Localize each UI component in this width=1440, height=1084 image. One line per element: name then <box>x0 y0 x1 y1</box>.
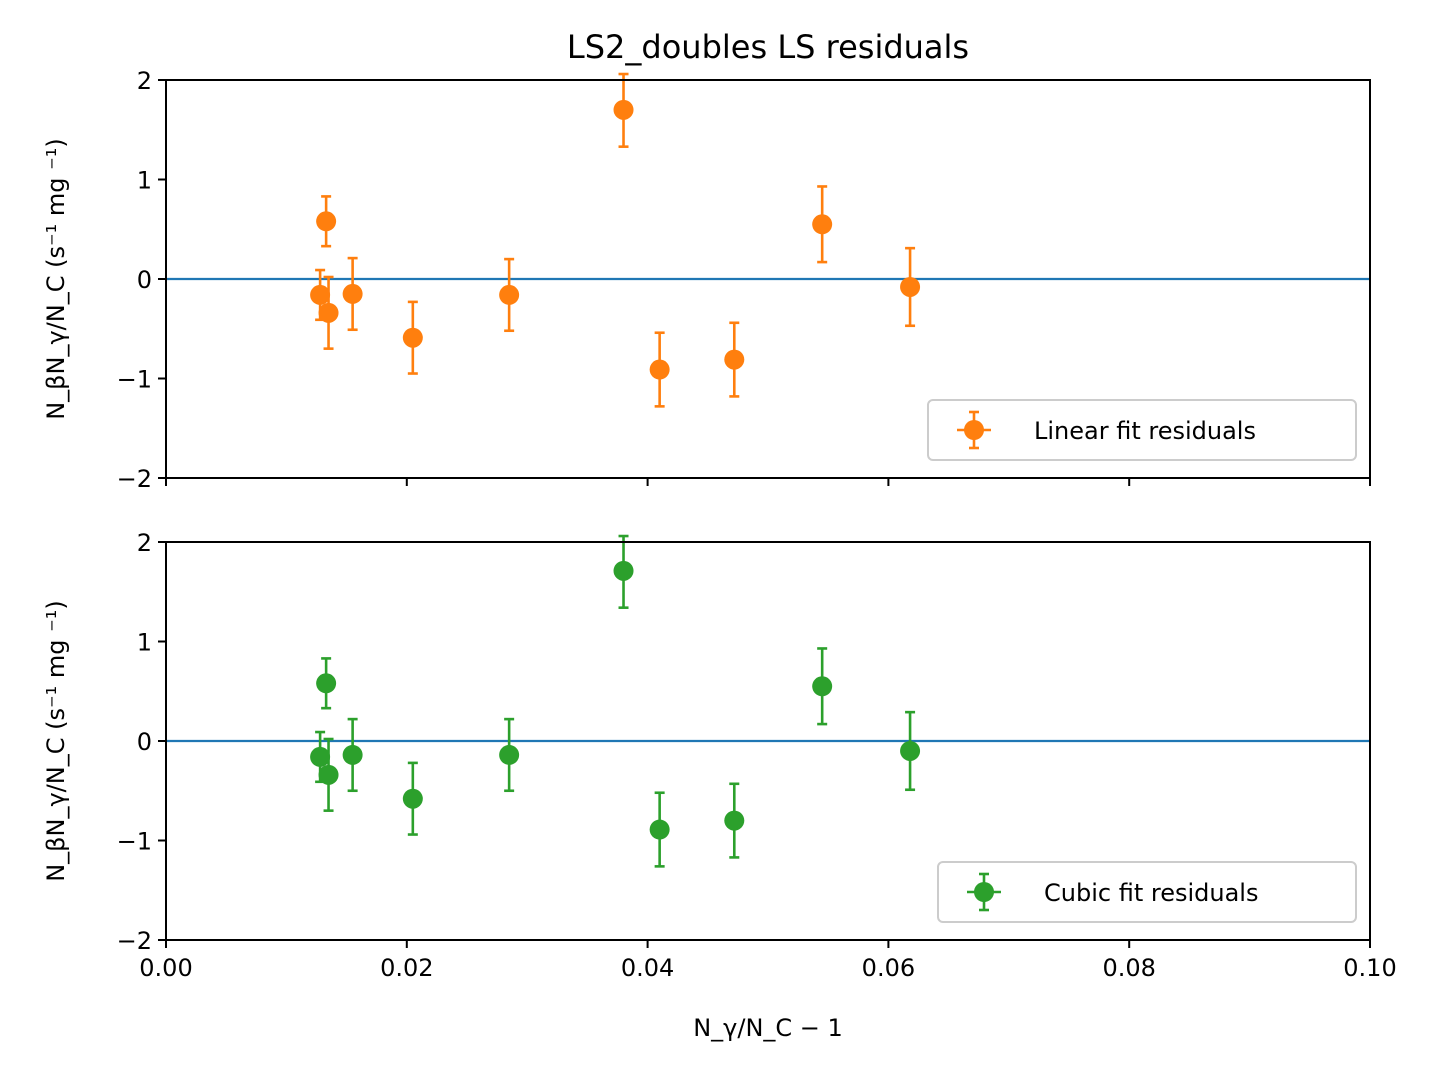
y-tick-label: 2 <box>137 67 152 95</box>
data-point <box>499 745 519 765</box>
data-point <box>650 820 670 840</box>
x-axis-label: N_γ/N_C − 1 <box>693 1014 843 1042</box>
y-axis-label: N_βN_γ/N_C (s⁻¹ mg ⁻¹) <box>42 600 70 882</box>
y-tick-label: −1 <box>117 366 152 394</box>
data-point <box>900 741 920 761</box>
legend-marker <box>974 882 994 902</box>
data-point <box>319 303 339 323</box>
data-point <box>310 285 330 305</box>
series-1 <box>310 74 920 406</box>
data-point <box>316 211 336 231</box>
x-tick-label: 0.02 <box>380 954 433 982</box>
y-tick-label: −1 <box>117 828 152 856</box>
data-point <box>403 789 423 809</box>
legend-marker <box>964 420 984 440</box>
y-tick-label: 1 <box>137 167 152 195</box>
y-tick-label: 0 <box>137 728 152 756</box>
data-point <box>650 360 670 380</box>
data-point <box>614 561 634 581</box>
data-point <box>316 673 336 693</box>
x-tick-label: 0.06 <box>862 954 915 982</box>
y-tick-label: −2 <box>117 927 152 955</box>
data-point <box>724 811 744 831</box>
legend-label: Linear fit residuals <box>1034 417 1256 445</box>
data-point <box>319 765 339 785</box>
subplot-2: −2 −1 0 1 2 0.00 0.02 0.04 0.06 0.08 0.10 N_βN_γ/N_… <box>42 529 1397 982</box>
data-point <box>310 747 330 767</box>
subplot-1: −2 −1 0 1 2 N_βN_γ/N_C (s⁻¹ mg ⁻¹) Linear fit … <box>42 67 1370 493</box>
y-tick-label: −2 <box>117 465 152 493</box>
data-point <box>614 100 634 120</box>
x-tick-label: 0.10 <box>1343 954 1396 982</box>
chart-title: LS2_doubles LS residuals <box>567 28 969 66</box>
data-point <box>343 745 363 765</box>
y-tick-label: 1 <box>137 629 152 657</box>
data-point <box>812 214 832 234</box>
data-point <box>724 350 744 370</box>
x-tick-label: 0.08 <box>1102 954 1155 982</box>
y-axis-label: N_βN_γ/N_C (s⁻¹ mg ⁻¹) <box>42 138 70 420</box>
data-point <box>812 676 832 696</box>
y-tick-label: 2 <box>137 529 152 557</box>
data-point <box>499 285 519 305</box>
x-tick-label: 0.04 <box>621 954 674 982</box>
legend: Linear fit residuals <box>928 400 1356 460</box>
data-point <box>403 328 423 348</box>
x-tick-label: 0.00 <box>139 954 192 982</box>
series-1 <box>310 536 920 866</box>
legend-label: Cubic fit residuals <box>1044 879 1258 907</box>
data-point <box>343 284 363 304</box>
legend: Cubic fit residuals <box>938 862 1356 922</box>
data-point <box>900 277 920 297</box>
y-tick-label: 0 <box>137 266 152 294</box>
